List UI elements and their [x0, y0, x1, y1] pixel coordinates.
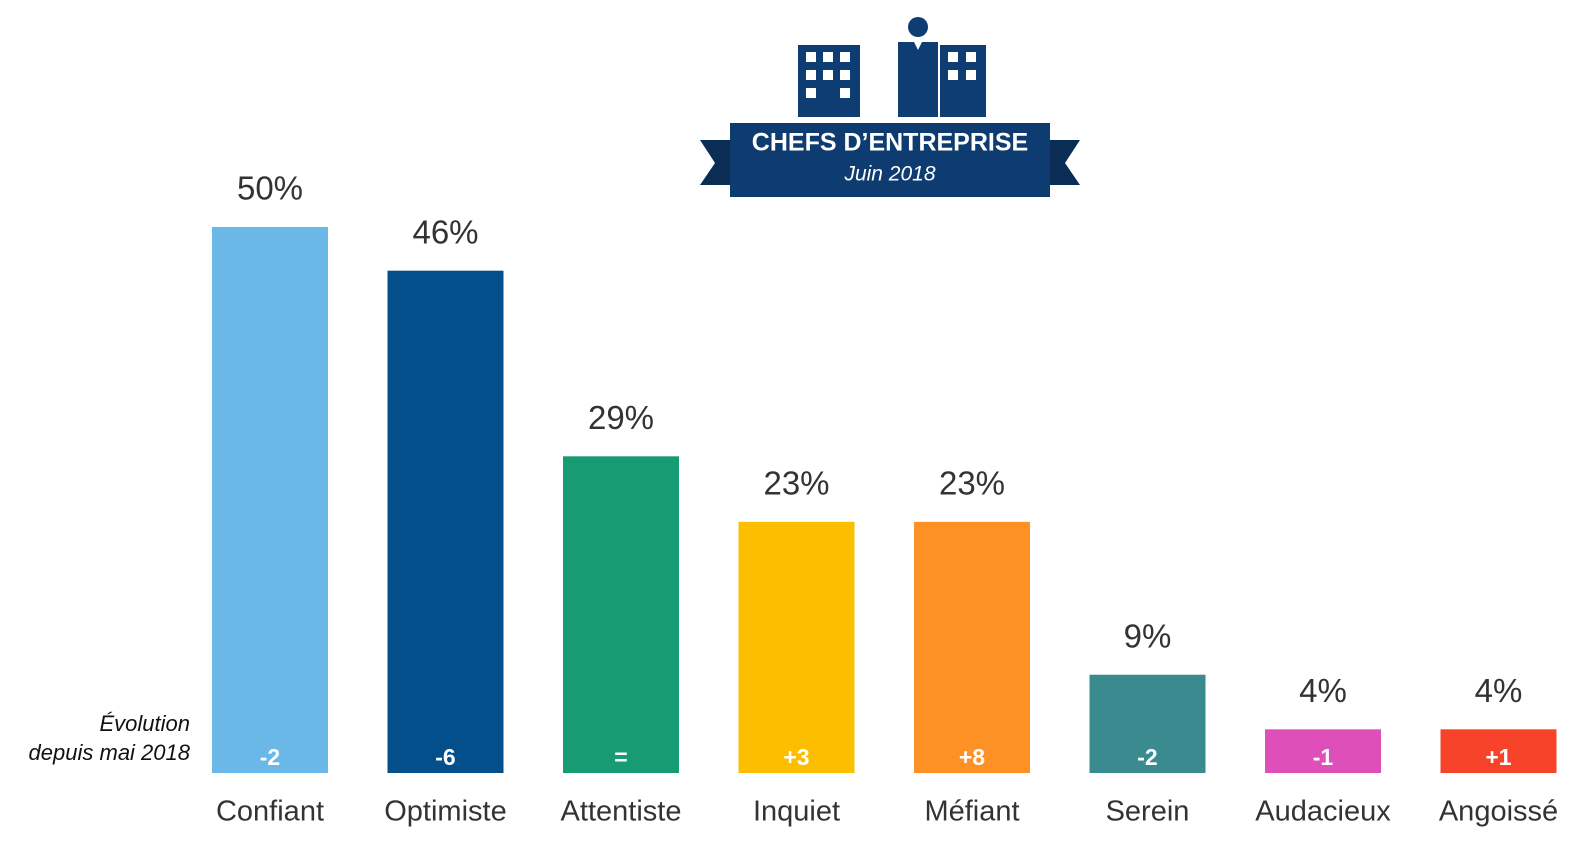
x-tick-label: Angoissé	[1439, 796, 1558, 828]
chart-subtitle: Juin 2018	[843, 163, 935, 186]
value-label: 29%	[588, 399, 654, 436]
value-label: 46%	[412, 213, 478, 250]
evolution-label: +3	[783, 744, 809, 770]
bar	[1265, 729, 1381, 773]
bar	[563, 456, 679, 773]
bar	[212, 227, 328, 773]
note: depuis mai 2018	[29, 740, 191, 765]
x-tick-label: Serein	[1106, 796, 1190, 828]
evolution-label: -1	[1313, 744, 1334, 770]
bar	[914, 521, 1030, 773]
x-tick-label: Inquiet	[753, 796, 840, 828]
x-tick-label: Audacieux	[1255, 796, 1391, 828]
evolution-label: -2	[260, 744, 280, 770]
evolution-label: +1	[1485, 744, 1511, 770]
bar	[387, 270, 504, 773]
chart-title: CHEFS D’ENTREPRISE	[752, 129, 1028, 157]
value-label: 4%	[1475, 672, 1523, 709]
evolution-label: +8	[959, 744, 985, 770]
x-tick-label: Optimiste	[384, 796, 506, 828]
icon	[798, 17, 986, 117]
evolution-label: =	[614, 744, 627, 770]
x-tick-label: Méfiant	[924, 796, 1019, 828]
evolution-label: -2	[1137, 744, 1157, 770]
value-label: 23%	[939, 465, 1005, 502]
note: Évolution	[99, 711, 190, 736]
x-tick-label: Attentiste	[561, 796, 682, 828]
banner	[700, 123, 1080, 197]
evolution-label: -6	[435, 744, 455, 770]
bar	[1440, 729, 1557, 773]
value-label: 9%	[1124, 617, 1172, 654]
value-label: 4%	[1299, 672, 1347, 709]
value-label: 23%	[763, 465, 829, 502]
bar	[1089, 674, 1206, 773]
value-label: 50%	[237, 170, 303, 207]
x-tick-label: Confiant	[216, 796, 324, 828]
bar	[738, 521, 855, 773]
